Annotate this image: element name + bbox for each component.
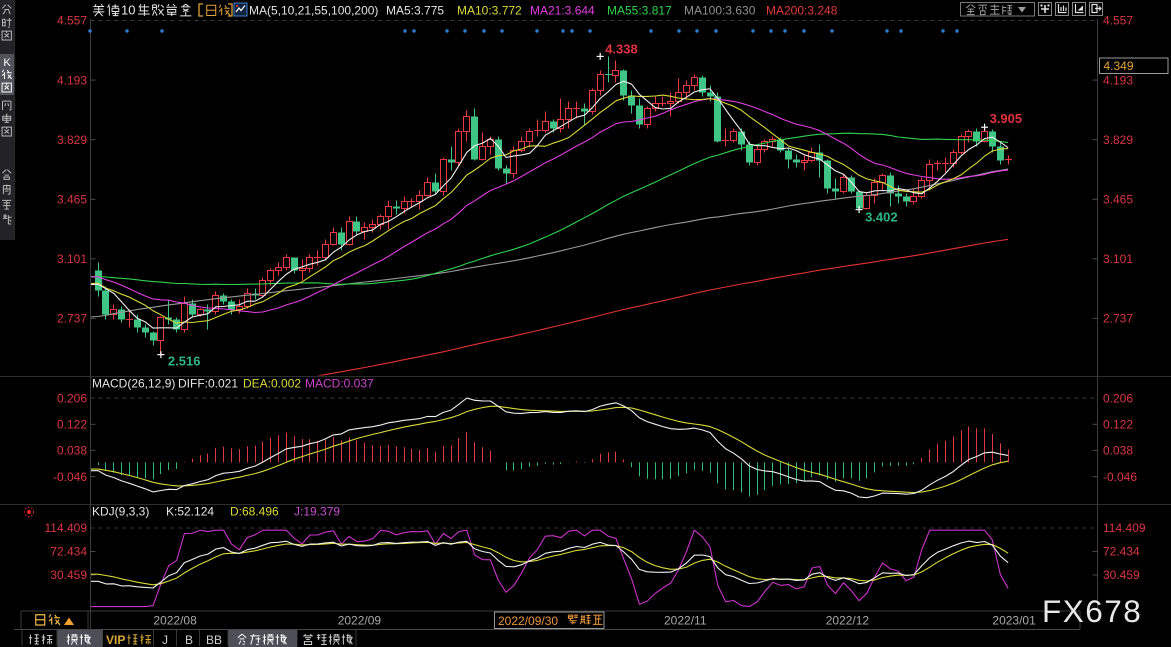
- svg-text:K:52.124: K:52.124: [166, 504, 214, 518]
- svg-text:4.557: 4.557: [1103, 14, 1133, 28]
- svg-text:3.402: 3.402: [865, 210, 898, 225]
- svg-text:J: J: [162, 633, 168, 647]
- svg-text:0.206: 0.206: [1103, 391, 1133, 405]
- svg-text:2.737: 2.737: [57, 312, 87, 326]
- svg-text:4.193: 4.193: [1103, 73, 1133, 87]
- svg-text:MA21:3.644: MA21:3.644: [530, 4, 595, 18]
- svg-text:FX678: FX678: [1042, 593, 1142, 629]
- svg-text:0.038: 0.038: [57, 444, 87, 458]
- svg-text:MA5:3.775: MA5:3.775: [386, 4, 444, 18]
- svg-text:3.465: 3.465: [1103, 193, 1133, 207]
- svg-text:MACD:0.037: MACD:0.037: [305, 376, 374, 390]
- svg-text:DEA:0.002: DEA:0.002: [243, 376, 301, 390]
- svg-text:4.193: 4.193: [57, 73, 87, 87]
- svg-text:MA100:3.630: MA100:3.630: [684, 4, 756, 18]
- svg-text:0.206: 0.206: [57, 391, 87, 405]
- svg-text:3.101: 3.101: [57, 252, 87, 266]
- svg-text:2022/12: 2022/12: [826, 614, 870, 628]
- svg-text:10: 10: [121, 3, 135, 18]
- svg-text:3.101: 3.101: [1103, 252, 1133, 266]
- svg-text:-0.046: -0.046: [1103, 470, 1137, 484]
- svg-text:72.434: 72.434: [50, 545, 87, 559]
- svg-text:2023/01: 2023/01: [992, 614, 1036, 628]
- svg-text:4.338: 4.338: [605, 41, 638, 56]
- svg-text:K: K: [3, 57, 11, 69]
- svg-text:4.349: 4.349: [1104, 59, 1134, 73]
- svg-text:30.459: 30.459: [50, 568, 87, 582]
- svg-text:B: B: [185, 633, 193, 647]
- svg-text:72.434: 72.434: [1103, 545, 1140, 559]
- svg-text:30.459: 30.459: [1103, 568, 1140, 582]
- svg-text:114.409: 114.409: [1103, 521, 1146, 535]
- svg-text:D:68.496: D:68.496: [230, 504, 279, 518]
- svg-text:MA(5,10,21,55,100,200): MA(5,10,21,55,100,200): [249, 4, 378, 18]
- svg-text:3.829: 3.829: [57, 133, 87, 147]
- svg-text:2022/08: 2022/08: [153, 614, 197, 628]
- svg-text:2022/11: 2022/11: [664, 614, 707, 628]
- svg-text:2022/09: 2022/09: [338, 614, 382, 628]
- svg-text:4.557: 4.557: [57, 14, 87, 28]
- svg-text:3.465: 3.465: [57, 193, 87, 207]
- svg-text:-0.046: -0.046: [53, 470, 87, 484]
- svg-text:VIP: VIP: [106, 633, 125, 647]
- svg-text:BB: BB: [206, 633, 222, 647]
- svg-text:3.905: 3.905: [990, 111, 1023, 126]
- svg-text:0.122: 0.122: [57, 418, 87, 432]
- svg-text:0.122: 0.122: [1103, 418, 1133, 432]
- svg-text:0.038: 0.038: [1103, 444, 1133, 458]
- svg-text:MACD(26,12,9): MACD(26,12,9): [92, 376, 175, 390]
- svg-text:DIFF:0.021: DIFF:0.021: [178, 376, 238, 390]
- svg-text:J:19.379: J:19.379: [294, 504, 340, 518]
- svg-text:2.516: 2.516: [168, 354, 201, 369]
- svg-text:MA55:3.817: MA55:3.817: [607, 4, 672, 18]
- svg-text:3.829: 3.829: [1103, 133, 1133, 147]
- svg-text:2.737: 2.737: [1103, 312, 1133, 326]
- svg-text:114.409: 114.409: [45, 521, 88, 535]
- svg-text:KDJ(9,3,3): KDJ(9,3,3): [92, 504, 149, 518]
- svg-text:2022/09/30: 2022/09/30: [498, 614, 558, 628]
- svg-text:MA10:3.772: MA10:3.772: [457, 4, 522, 18]
- svg-text:MA200:3.248: MA200:3.248: [766, 4, 838, 18]
